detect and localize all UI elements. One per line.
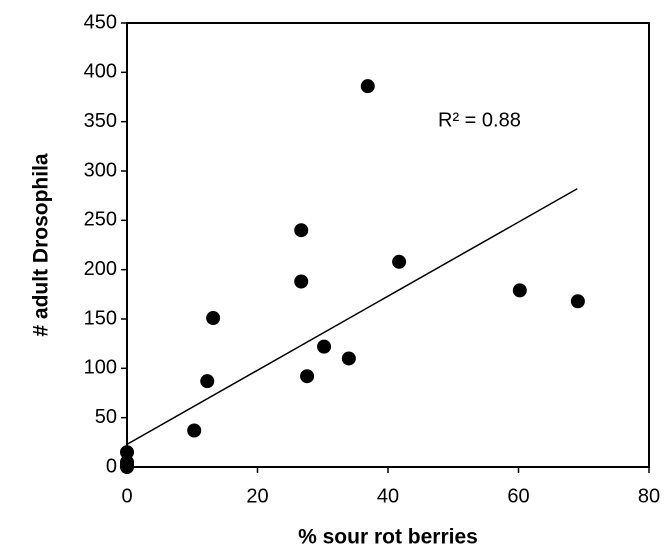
point bbox=[317, 339, 332, 354]
x-tick-label: 20 bbox=[246, 485, 268, 507]
y-tick-label: 300 bbox=[84, 159, 117, 181]
point bbox=[200, 374, 215, 389]
point bbox=[187, 423, 202, 438]
y-tick-label: 0 bbox=[106, 455, 117, 477]
point bbox=[392, 254, 407, 269]
x-axis-title: % sour rot berries bbox=[298, 526, 478, 549]
y-tick-label: 200 bbox=[84, 258, 117, 280]
x-tick-label: 0 bbox=[121, 485, 132, 507]
point bbox=[120, 445, 134, 460]
y-tick-label: 150 bbox=[84, 307, 117, 329]
y-tick-label: 250 bbox=[84, 209, 117, 231]
y-tick-label: 50 bbox=[95, 406, 117, 428]
point bbox=[206, 311, 221, 326]
point bbox=[294, 274, 309, 289]
point bbox=[570, 294, 585, 309]
x-tick-label: 60 bbox=[507, 485, 529, 507]
point bbox=[120, 460, 134, 474]
y-tick-label: 350 bbox=[84, 110, 117, 132]
y-tick-label: 400 bbox=[84, 61, 117, 83]
y-tick-label: 100 bbox=[84, 357, 117, 379]
point bbox=[294, 223, 309, 238]
point bbox=[300, 369, 315, 384]
point bbox=[341, 351, 356, 366]
annotation: R² = 0.88 bbox=[438, 109, 521, 131]
y-axis-title: # adult Drosophila bbox=[30, 153, 53, 337]
point bbox=[360, 79, 375, 94]
trendline bbox=[126, 188, 578, 445]
y-tick-label: 450 bbox=[84, 11, 117, 33]
point bbox=[512, 283, 527, 298]
x-tick-label: 40 bbox=[377, 485, 399, 507]
x-tick-label: 80 bbox=[638, 485, 660, 507]
